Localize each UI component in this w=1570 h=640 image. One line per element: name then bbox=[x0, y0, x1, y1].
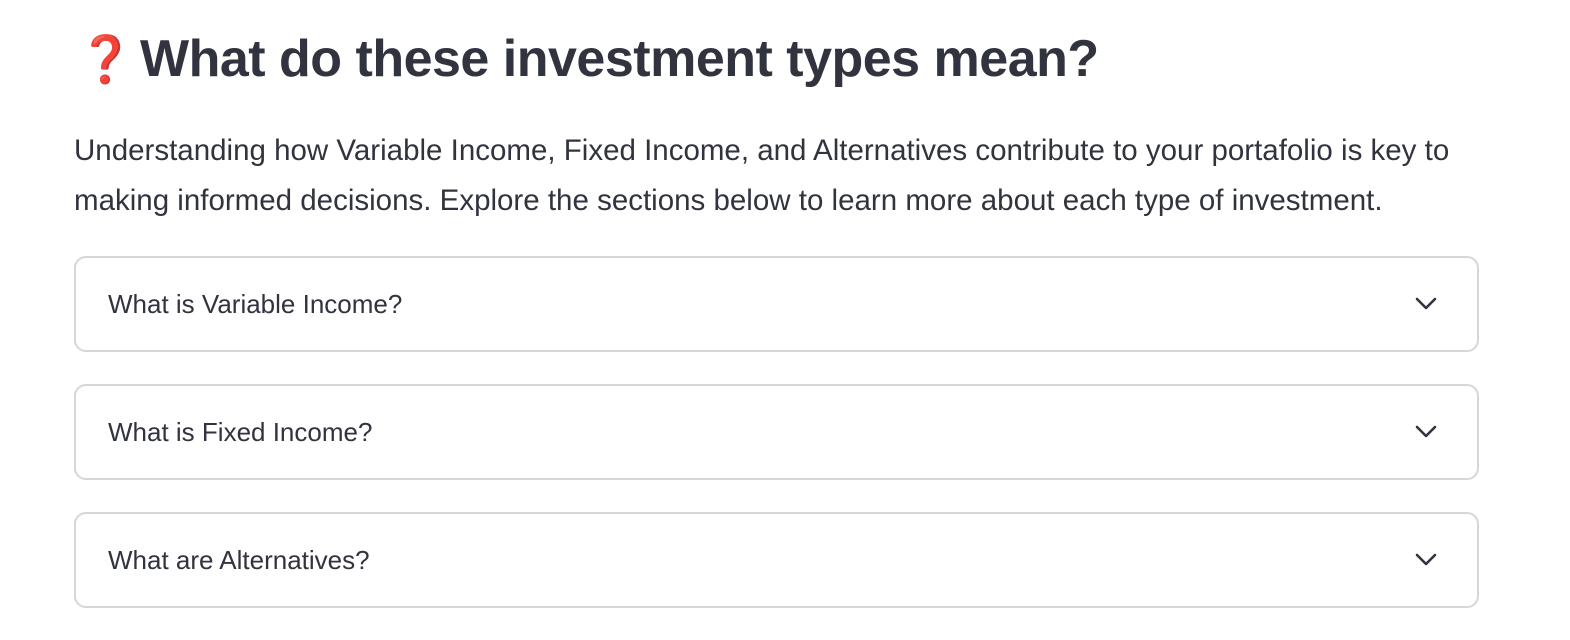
expander-alternatives[interactable]: What are Alternatives? bbox=[74, 512, 1479, 608]
expander-label: What is Variable Income? bbox=[108, 288, 403, 319]
chevron-down-icon bbox=[1415, 553, 1437, 566]
question-mark-icon: ❓ bbox=[77, 32, 135, 86]
expander-list: What is Variable Income? What is Fixed I… bbox=[74, 256, 1479, 640]
page-content: ❓ What do these investment types mean? U… bbox=[74, 0, 1479, 608]
expander-label: What are Alternatives? bbox=[108, 544, 370, 575]
chevron-down-icon bbox=[1415, 425, 1437, 438]
intro-paragraph: Understanding how Variable Income, Fixed… bbox=[74, 134, 1450, 217]
chevron-down-icon bbox=[1415, 297, 1437, 310]
page-title: ❓ What do these investment types mean? bbox=[74, 0, 1479, 118]
page-title-text: What do these investment types mean? bbox=[140, 30, 1099, 88]
expander-label: What is Fixed Income? bbox=[108, 416, 373, 447]
expander-variable-income[interactable]: What is Variable Income? bbox=[74, 256, 1479, 352]
expander-fixed-income[interactable]: What is Fixed Income? bbox=[74, 384, 1479, 480]
